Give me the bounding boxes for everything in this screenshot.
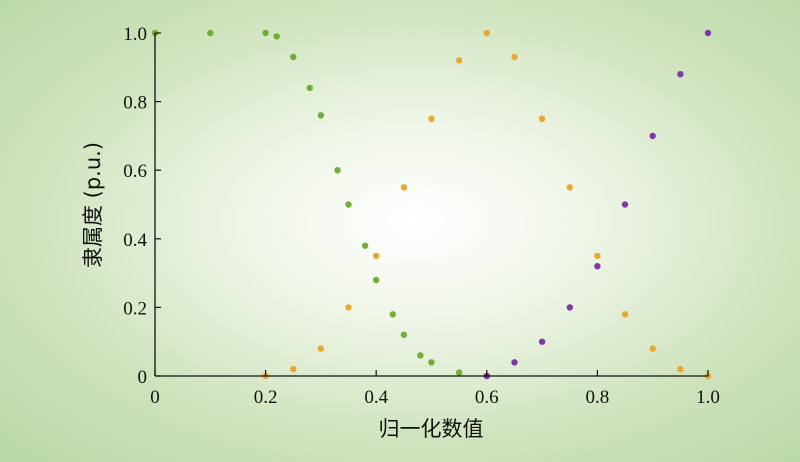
series-1-point (389, 311, 396, 318)
tick-marks (154, 32, 709, 377)
y-tick-label: 0 (138, 367, 148, 388)
x-tick-label: 0 (150, 387, 160, 408)
y-tick-label: 0.6 (123, 161, 147, 182)
series-2-point (566, 184, 573, 191)
x-tick-label: 0.2 (254, 387, 278, 408)
x-tick-label: 0.8 (586, 387, 610, 408)
series-2-point (400, 184, 408, 191)
series-2-point (594, 252, 601, 260)
series-1-point (428, 359, 435, 366)
series-1-point (207, 29, 214, 37)
series-2-point (677, 365, 684, 373)
series-2-point (345, 304, 352, 311)
y-tick-label: 0.4 (123, 230, 147, 251)
series-3-point (677, 71, 684, 78)
series-1-point (417, 352, 424, 359)
series-3-point (538, 338, 546, 345)
series-1-point (456, 369, 463, 376)
series-2-point (483, 29, 490, 37)
series-2-point (317, 345, 325, 352)
y-tick-label: 1.0 (123, 24, 147, 45)
series-1-point (400, 331, 408, 338)
series-2-point (456, 57, 463, 64)
y-tick-label: 0.8 (123, 93, 147, 114)
series-1-point (317, 112, 325, 119)
series-1-point (361, 242, 369, 249)
series-2-point (621, 311, 629, 318)
axes (154, 33, 708, 377)
series-3-point (621, 201, 629, 208)
series-1-point (262, 29, 269, 37)
series-1-point (306, 84, 313, 92)
series-1-point (334, 167, 341, 174)
series-1-point (273, 33, 280, 40)
series-2-point (428, 115, 435, 123)
series-1-point (290, 53, 297, 61)
x-axis-title: 归一化数值 (379, 417, 484, 441)
series-1-point (345, 201, 352, 208)
series-2-point (290, 365, 297, 373)
series-2-point (373, 252, 380, 260)
series-3-point (594, 263, 601, 270)
tick-labels: 0 0.2 0.4 0.6 0.8 1.0 0 0.2 0.4 0.6 0.8 1.0 (123, 24, 720, 408)
series-2-point (649, 345, 656, 352)
series-3-point (511, 359, 518, 366)
y-tick-label: 0.2 (123, 298, 147, 319)
series-3-point (704, 29, 712, 37)
scatter-points (151, 29, 712, 380)
x-tick-label: 1.0 (696, 387, 720, 408)
y-axis-title: 隶属度 (p.u.) (81, 142, 105, 268)
x-tick-label: 0.4 (364, 387, 388, 408)
x-tick-label: 0.6 (475, 387, 499, 408)
series-2-point (538, 115, 546, 123)
series-3-point (649, 132, 656, 140)
series-2-point (511, 53, 518, 61)
series-1-point (373, 276, 380, 284)
series-3-point (566, 304, 573, 311)
